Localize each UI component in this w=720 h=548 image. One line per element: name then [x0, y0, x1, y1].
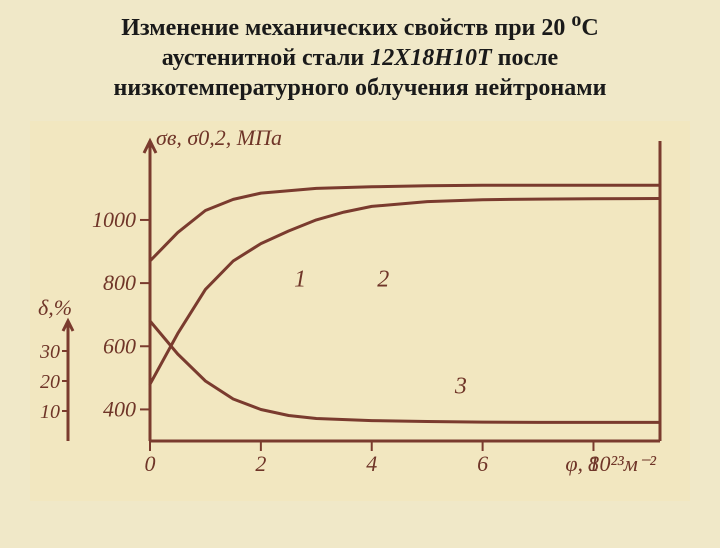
- svg-text:0: 0: [145, 451, 156, 476]
- svg-text:800: 800: [103, 270, 136, 295]
- svg-text:φ, 10²³м⁻²: φ, 10²³м⁻²: [565, 451, 656, 476]
- svg-text:4: 4: [366, 451, 377, 476]
- chart-svg: 4006008001000σв, σ0,2, МПа102030δ,%02468…: [30, 121, 690, 501]
- svg-text:400: 400: [103, 396, 136, 421]
- title-block: Изменение механических свойств при 20 оС…: [30, 8, 690, 103]
- svg-text:600: 600: [103, 333, 136, 358]
- svg-text:σв, σ0,2, МПа: σв, σ0,2, МПа: [156, 125, 282, 150]
- title-line2a: аустенитной стали: [162, 45, 370, 71]
- unit-c: С: [581, 15, 598, 41]
- deg-symbol: о: [571, 9, 581, 31]
- svg-text:10: 10: [40, 401, 60, 423]
- svg-text:1: 1: [294, 266, 306, 292]
- title-line3: низкотемпературного облучения нейтронами: [114, 75, 607, 101]
- steel-name: 12Х18Н10Т: [370, 45, 491, 71]
- svg-text:30: 30: [39, 341, 60, 363]
- svg-text:3: 3: [454, 374, 467, 400]
- svg-text:2: 2: [377, 266, 389, 292]
- title-line1: Изменение механических свойств при 20: [121, 15, 571, 41]
- chart-container: 4006008001000σв, σ0,2, МПа102030δ,%02468…: [30, 121, 690, 501]
- svg-text:δ,%: δ,%: [38, 295, 72, 320]
- svg-text:6: 6: [477, 451, 488, 476]
- svg-text:20: 20: [40, 371, 60, 393]
- svg-text:2: 2: [255, 451, 266, 476]
- svg-text:1000: 1000: [92, 207, 136, 232]
- title-line2b: после: [492, 45, 559, 71]
